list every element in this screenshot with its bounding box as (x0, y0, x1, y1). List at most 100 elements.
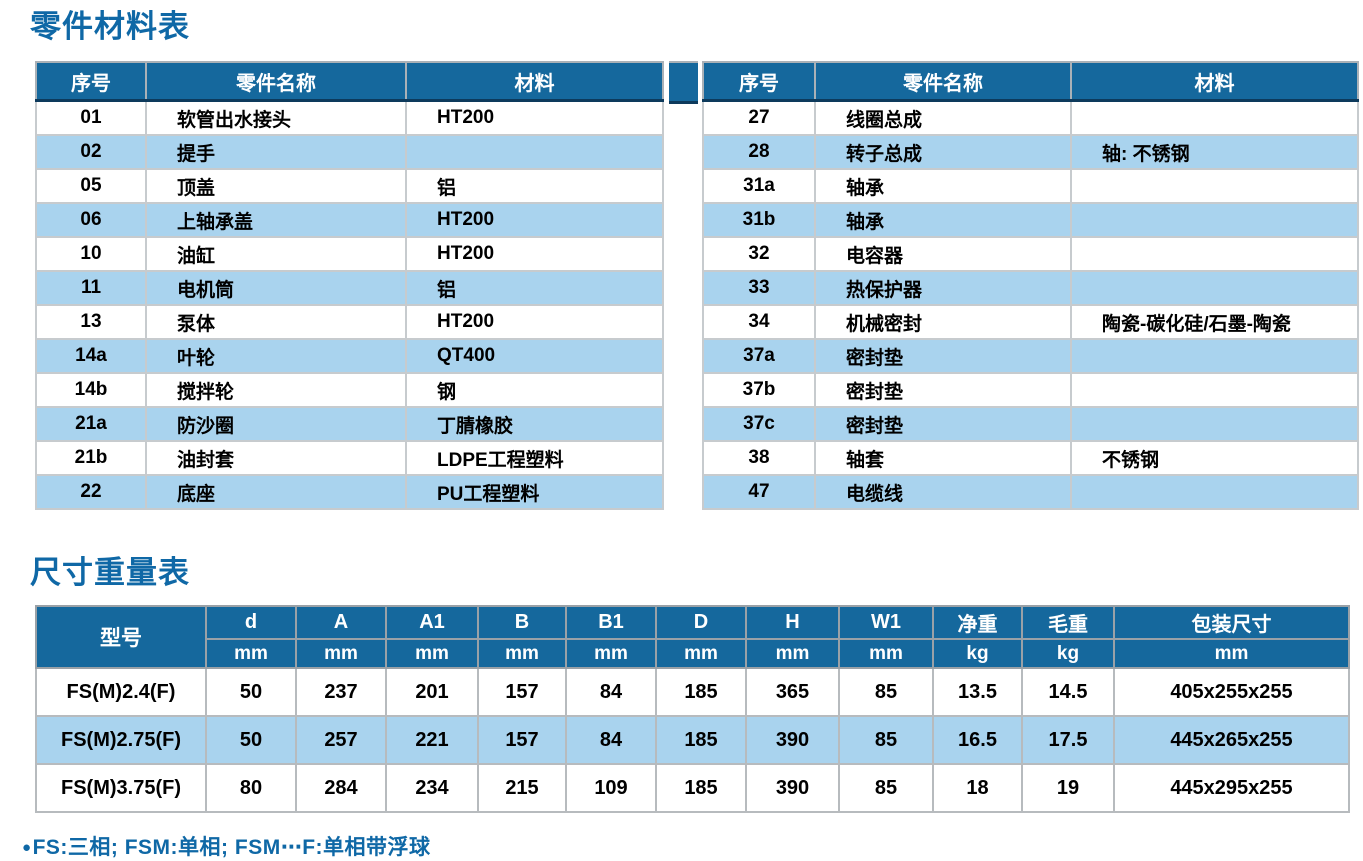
value-cell-B1: 84 (565, 715, 657, 766)
part-serial-cell: 11 (35, 270, 147, 307)
part-serial-cell: 14a (35, 338, 147, 375)
value-cell-A1: 234 (385, 763, 479, 814)
column-unit-D: mm (655, 638, 747, 670)
part-serial-cell: 02 (35, 134, 147, 171)
part-material-cell: HT200 (405, 99, 664, 137)
parts-table-row: 21a 防沙圈 丁腈橡胶 (35, 406, 664, 443)
value-cell-毛重: 19 (1021, 763, 1115, 814)
part-material-cell (1070, 406, 1359, 443)
part-serial-cell: 28 (702, 134, 816, 171)
part-serial-cell: 01 (35, 99, 147, 137)
value-cell-B: 215 (477, 763, 567, 814)
column-header-包装尺寸: 包装尺寸 (1113, 605, 1350, 641)
column-unit-W1: mm (838, 638, 934, 670)
value-cell-毛重: 17.5 (1021, 715, 1115, 766)
part-serial-cell: 21b (35, 440, 147, 477)
column-header-B: B (477, 605, 567, 641)
column-unit-A: mm (295, 638, 387, 670)
value-cell-D: 185 (655, 715, 747, 766)
column-header-A1: A1 (385, 605, 479, 641)
value-cell-B: 157 (477, 667, 567, 718)
dim-header-label-row: 型号 d A A1 B B1 D H W1 净重 毛重 包装尺寸 (35, 605, 1350, 670)
column-header-partname: 零件名称 (814, 61, 1072, 103)
column-header-A: A (295, 605, 387, 641)
parts-table-left: 序号 零件名称 材料 01 软管出水接头 HT200 02 提手 05 顶盖铝 06 上轴承盖 H… (35, 61, 664, 511)
column-header-净重: 净重 (932, 605, 1023, 641)
value-cell-B: 157 (477, 715, 567, 766)
column-unit-d: mm (205, 638, 297, 670)
value-cell-包装尺寸: 445x295x255 (1113, 763, 1350, 814)
parts-table-row: 37b 密封垫 (702, 372, 1359, 409)
column-unit-B: mm (477, 638, 567, 670)
value-cell-W1: 85 (838, 763, 934, 814)
part-material-cell (1070, 202, 1359, 239)
model-cell: FS(M)2.4(F) (35, 667, 207, 718)
part-material-cell: LDPE工程塑料 (405, 440, 664, 477)
part-serial-cell: 14b (35, 372, 147, 409)
column-header-W1: W1 (838, 605, 934, 641)
value-cell-A: 257 (295, 715, 387, 766)
part-material-cell (1070, 338, 1359, 375)
part-name-cell: 转子总成 (814, 134, 1072, 171)
column-header-B1: B1 (565, 605, 657, 641)
column-header-partname: 零件名称 (145, 61, 407, 103)
parts-table-row: 10 油缸 HT200 (35, 236, 664, 273)
parts-table-row: 27 线圈总成 (702, 99, 1359, 137)
column-header-material: 材料 (1070, 61, 1359, 103)
part-name-cell: 轴承 (814, 168, 1072, 205)
value-cell-A: 284 (295, 763, 387, 814)
parts-table-row: 37a 密封垫 (702, 338, 1359, 375)
part-serial-cell: 10 (35, 236, 147, 273)
model-legend-text: FS:三相; FSM:单相; FSM⋯F:单相带浮球 (32, 836, 431, 860)
value-cell-H: 390 (745, 763, 840, 814)
part-name-cell: 电缆线 (814, 474, 1072, 511)
part-material-cell (1070, 372, 1359, 409)
column-unit-B1: mm (565, 638, 657, 670)
part-serial-cell: 37a (702, 338, 816, 375)
value-cell-A: 237 (295, 667, 387, 718)
value-cell-H: 365 (745, 667, 840, 718)
dim-table-row: FS(M)2.75(F) 50 257 221 157 84 185 390 85 16.5 17.… (35, 715, 1350, 766)
part-material-cell: 铝 (405, 270, 664, 307)
part-material-cell: 钢 (405, 372, 664, 409)
part-serial-cell: 21a (35, 406, 147, 443)
column-header-serial: 序号 (35, 61, 147, 103)
part-name-cell: 密封垫 (814, 372, 1072, 409)
part-name-cell: 热保护器 (814, 270, 1072, 307)
value-cell-B1: 84 (565, 667, 657, 718)
value-cell-B1: 109 (565, 763, 657, 814)
part-serial-cell: 06 (35, 202, 147, 239)
parts-table-row: 28 转子总成 轴: 不锈钢 (702, 134, 1359, 171)
part-material-cell (1070, 270, 1359, 307)
parts-table-left-header-row: 序号 零件名称 材料 (35, 61, 664, 103)
part-serial-cell: 31b (702, 202, 816, 239)
parts-table-row: 31b 轴承 (702, 202, 1359, 239)
part-material-cell: 铝 (405, 168, 664, 205)
part-name-cell: 轴套 (814, 440, 1072, 477)
part-name-cell: 线圈总成 (814, 99, 1072, 137)
parts-table-row: 31a 轴承 (702, 168, 1359, 205)
table-divider (664, 61, 702, 105)
part-material-cell (1070, 99, 1359, 137)
parts-table-row: 22 底座 PU工程塑料 (35, 474, 664, 511)
part-material-cell: PU工程塑料 (405, 474, 664, 511)
value-cell-A1: 201 (385, 667, 479, 718)
part-serial-cell: 22 (35, 474, 147, 511)
value-cell-净重: 13.5 (932, 667, 1023, 718)
value-cell-d: 50 (205, 667, 297, 718)
part-name-cell: 叶轮 (145, 338, 407, 375)
table-divider-header (668, 61, 698, 105)
part-serial-cell: 38 (702, 440, 816, 477)
value-cell-A1: 221 (385, 715, 479, 766)
dimension-table-title: 尺寸重量表 (30, 555, 190, 591)
value-cell-净重: 16.5 (932, 715, 1023, 766)
parts-table-row: 11 电机筒铝 (35, 270, 664, 307)
part-serial-cell: 13 (35, 304, 147, 341)
parts-table-row: 13 泵体 HT200 (35, 304, 664, 341)
part-name-cell: 底座 (145, 474, 407, 511)
part-material-cell: HT200 (405, 304, 664, 341)
dim-table-row: FS(M)3.75(F) 80 284 234 215 109 185 390 85 18 19 44… (35, 763, 1350, 814)
value-cell-净重: 18 (932, 763, 1023, 814)
part-name-cell: 电容器 (814, 236, 1072, 273)
